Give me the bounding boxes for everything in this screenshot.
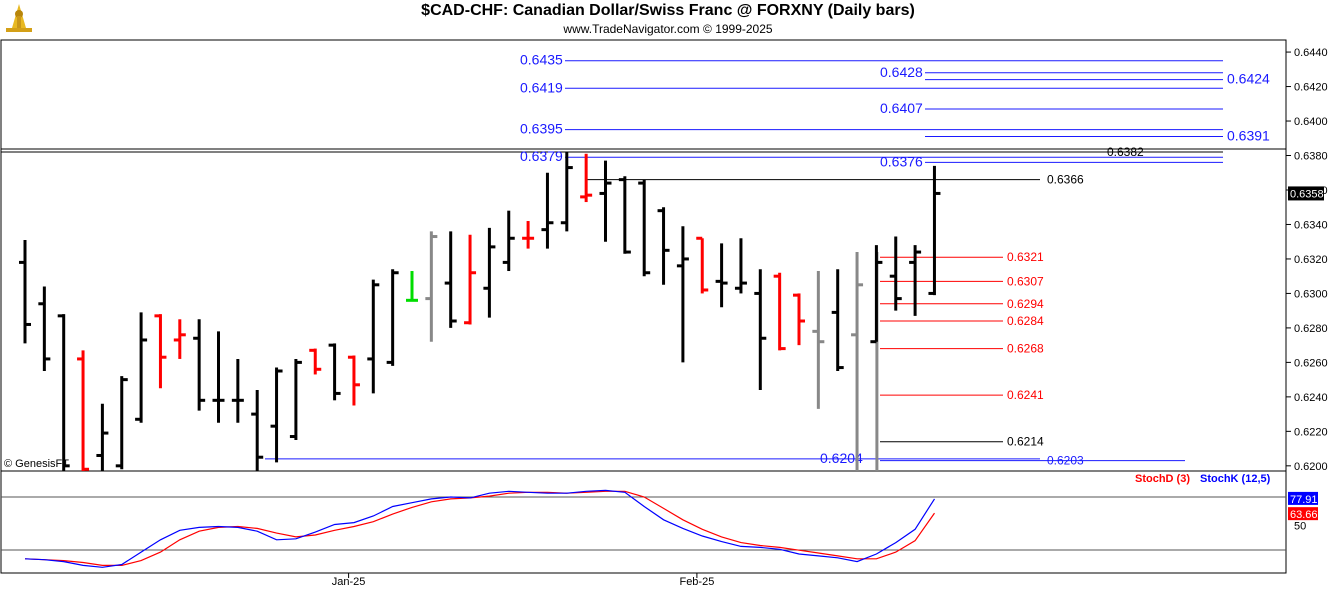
level-label: 0.6428 (880, 64, 923, 80)
level-label: 0.6419 (520, 79, 563, 95)
level-label: 0.6395 (520, 121, 563, 137)
level-label: 0.6284 (1007, 314, 1044, 328)
last-price-label: 0.6358 (1290, 188, 1324, 200)
trade-navigator-logo-icon (4, 2, 34, 34)
level-label: 0.6376 (880, 153, 923, 169)
level-label: 0.6294 (1007, 297, 1044, 311)
x-tick-label: Jan-25 (332, 576, 366, 588)
stochastic-panel: 50 77.91 63.66 (24, 489, 1318, 568)
stochk-value: 77.91 (1290, 494, 1318, 506)
price-tick-label: 0.6320 (1294, 254, 1328, 266)
price-tick-label: 0.6400 (1294, 116, 1328, 128)
level-label: 0.6214 (1007, 435, 1044, 449)
chart-title: $CAD-CHF: Canadian Dollar/Swiss Franc @ … (421, 2, 915, 19)
x-tick-label: Feb-25 (679, 576, 714, 588)
chart-frame (0, 39, 1287, 574)
stochd-legend: StochD (3) (1135, 473, 1190, 485)
price-tick-label: 0.6300 (1294, 288, 1328, 300)
price-tick-label: 0.6240 (1294, 392, 1328, 404)
price-axis: 0.6200 0.6220 0.6240 0.6260 0.6280 0.6300 0.63… (1286, 47, 1328, 473)
stochk-line (24, 489, 936, 568)
level-label: 0.6435 (520, 52, 563, 68)
price-tick-label: 0.6260 (1294, 357, 1328, 369)
level-label: 0.6391 (1227, 128, 1270, 144)
stochd-badge (1288, 507, 1318, 521)
level-label: 0.6307 (1007, 274, 1044, 288)
level-label: 0.6241 (1007, 388, 1044, 402)
level-label: 0.6424 (1227, 71, 1270, 87)
level-label: 0.6203 (1047, 454, 1084, 468)
level-label: 0.6268 (1007, 342, 1044, 356)
price-tick-label: 0.6280 (1294, 323, 1328, 335)
level-label: 0.6204 (820, 450, 863, 466)
watermark: © GenesisFT (4, 458, 69, 470)
stochk-legend: StochK (12,5) (1200, 473, 1271, 485)
level-label: 0.6382 (1107, 145, 1144, 159)
price-tick-label: 0.6420 (1294, 82, 1328, 94)
stochd-value: 63.66 (1290, 509, 1318, 521)
last-price-badge (1288, 186, 1324, 201)
stochd-line (24, 490, 935, 566)
stoch-tick-label: 50 (1294, 521, 1306, 533)
price-tick-label: 0.6440 (1294, 47, 1328, 59)
level-label: 0.6366 (1047, 173, 1084, 187)
price-tick-label: 0.6380 (1294, 151, 1328, 163)
price-tick-label: 0.6200 (1294, 461, 1328, 473)
level-label: 0.6321 (1007, 250, 1044, 264)
price-bars (19, 152, 941, 471)
x-axis: Jan-25 Feb-25 (332, 573, 714, 588)
price-tick-label: 0.6340 (1294, 219, 1328, 231)
chart-subtitle: www.TradeNavigator.com © 1999-2025 (563, 22, 773, 36)
stochk-badge (1288, 491, 1318, 505)
level-label: 0.6407 (880, 100, 923, 116)
fib-levels: 0.6435 0.6428 0.6424 0.6419 0.6407 0.6395 0.63… (1, 52, 1270, 471)
level-label: 0.6379 (520, 148, 563, 164)
price-tick-label: 0.6220 (1294, 426, 1328, 438)
